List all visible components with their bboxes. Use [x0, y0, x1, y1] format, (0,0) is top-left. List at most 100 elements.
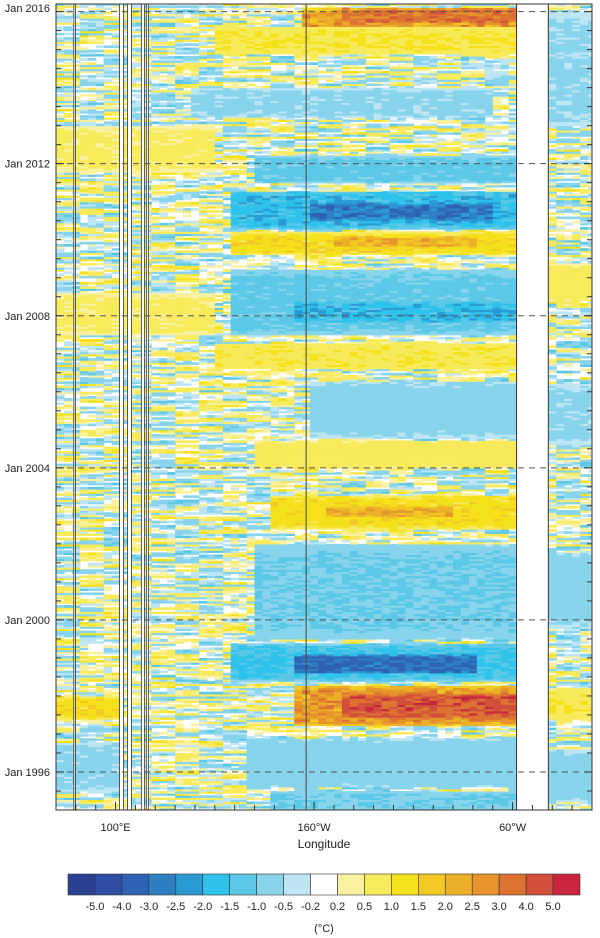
anomaly-cell	[199, 671, 208, 674]
anomaly-cell	[199, 709, 208, 712]
anomaly-cell	[342, 685, 351, 688]
anomaly-cell	[199, 692, 208, 695]
anomaly-cell	[207, 795, 216, 798]
anomaly-cell	[556, 728, 565, 731]
anomaly-cell	[175, 649, 184, 652]
anomaly-cell	[421, 738, 430, 741]
anomaly-cell	[461, 789, 470, 792]
anomaly-cell	[167, 726, 176, 729]
anomaly-cell	[151, 802, 160, 805]
anomaly-cell	[318, 730, 327, 733]
anomaly-cell	[207, 626, 216, 629]
anomaly-cell	[270, 736, 279, 739]
anomaly-cell	[151, 637, 160, 640]
anomaly-cell	[270, 702, 279, 705]
anomaly-cell	[294, 643, 303, 646]
anomaly-cell	[350, 734, 359, 737]
anomaly-cell	[580, 662, 589, 665]
anomaly-cell	[270, 707, 279, 710]
anomaly-cell	[231, 757, 240, 760]
anomaly-cell	[175, 723, 184, 726]
anomaly-cell	[104, 637, 113, 640]
anomaly-cell	[72, 721, 81, 724]
anomaly-cell	[175, 802, 184, 805]
anomaly-cell	[159, 749, 168, 752]
anomaly-cell	[564, 732, 573, 735]
anomaly-cell	[167, 740, 176, 743]
anomaly-cell	[548, 732, 557, 735]
anomaly-cell	[104, 645, 113, 648]
anomaly-cell	[223, 637, 232, 640]
anomaly-cell	[223, 641, 232, 644]
anomaly-cell	[334, 730, 343, 733]
anomaly-cell	[231, 643, 240, 646]
anomaly-field	[56, 3, 597, 810]
anomaly-cell	[326, 736, 335, 739]
anomaly-cell	[151, 707, 160, 710]
anomaly-cell	[390, 738, 399, 741]
anomaly-cell	[445, 738, 454, 741]
anomaly-cell	[159, 785, 168, 788]
anomaly-cell	[159, 671, 168, 674]
anomaly-cell	[223, 764, 232, 767]
anomaly-cell	[159, 675, 168, 678]
anomaly-cell	[310, 728, 319, 731]
anomaly-cell	[72, 656, 81, 659]
anomaly-cell	[477, 641, 486, 644]
anomaly-cell	[56, 679, 65, 682]
anomaly-cell	[96, 742, 105, 745]
anomaly-cell	[207, 647, 216, 650]
anomaly-cell	[215, 738, 224, 741]
anomaly-cell	[207, 738, 216, 741]
anomaly-cell	[572, 654, 581, 657]
anomaly-cell	[207, 671, 216, 674]
anomaly-cell	[580, 738, 589, 741]
anomaly-cell	[151, 630, 160, 633]
anomaly-cell	[382, 643, 391, 646]
anomaly-cell	[159, 736, 168, 739]
anomaly-cell	[469, 641, 478, 644]
anomaly-cell	[278, 730, 287, 733]
anomaly-cell	[183, 709, 192, 712]
anomaly-cell	[429, 734, 438, 737]
anomaly-cell	[556, 747, 565, 750]
anomaly-cell	[286, 734, 295, 737]
anomaly-cell	[262, 736, 271, 739]
anomaly-cell	[159, 726, 168, 729]
anomaly-cell	[159, 740, 168, 743]
anomaly-cell	[405, 683, 414, 686]
anomaly-cell	[72, 664, 81, 667]
anomaly-cell	[366, 643, 375, 646]
anomaly-cell	[262, 806, 271, 809]
anomaly-cell	[255, 802, 264, 805]
anomaly-cell	[112, 637, 121, 640]
anomaly-cell	[167, 630, 176, 633]
anomaly-cell	[112, 628, 121, 631]
anomaly-cell	[88, 652, 97, 655]
anomaly-cell	[223, 757, 232, 760]
anomaly-cell	[167, 776, 176, 779]
anomaly-cell	[88, 738, 97, 741]
anomaly-cell	[199, 795, 208, 798]
anomaly-cell	[485, 728, 494, 731]
anomaly-cell	[88, 656, 97, 659]
anomaly-cell	[80, 652, 89, 655]
anomaly-cell	[183, 677, 192, 680]
anomaly-cell	[96, 797, 105, 800]
anomaly-cell	[485, 685, 494, 688]
anomaly-cell	[239, 780, 248, 783]
anomaly-cell	[326, 730, 335, 733]
anomaly-cell	[199, 787, 208, 790]
anomaly-cell	[199, 738, 208, 741]
anomaly-cell	[485, 789, 494, 792]
anomaly-cell	[215, 764, 224, 767]
anomaly-cell	[556, 660, 565, 663]
anomaly-cell	[159, 759, 168, 762]
anomaly-cell	[223, 745, 232, 748]
anomaly-cell	[342, 738, 351, 741]
anomaly-cell	[262, 795, 271, 798]
anomaly-cell	[572, 726, 581, 729]
anomaly-cell	[493, 789, 502, 792]
anomaly-cell	[72, 728, 81, 731]
